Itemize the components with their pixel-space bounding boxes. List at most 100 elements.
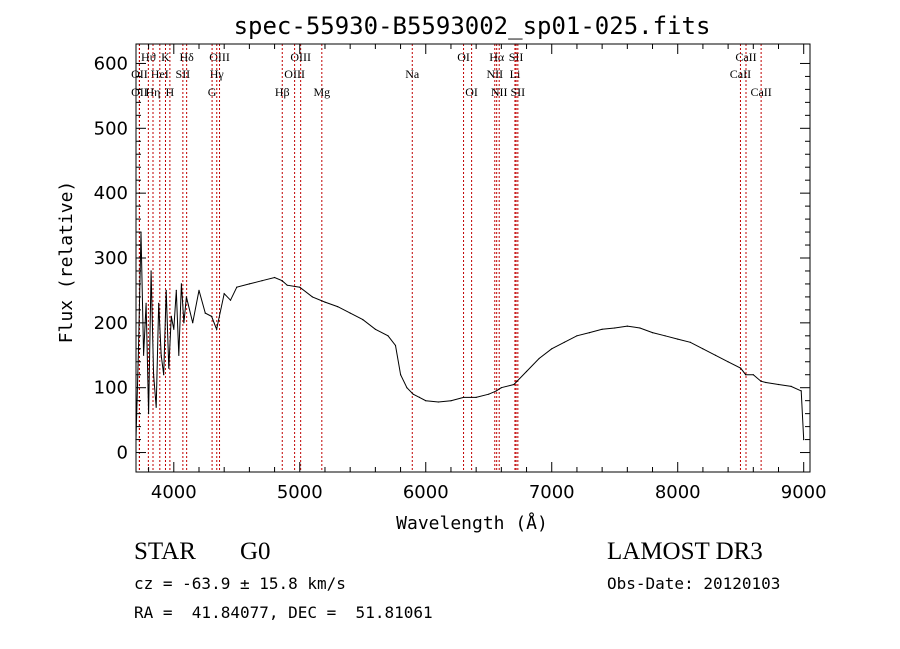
spectrum-point bbox=[551, 348, 553, 350]
spectrum-point bbox=[475, 396, 477, 398]
spectrum-point bbox=[216, 328, 218, 330]
spectral-line-label: OI bbox=[465, 85, 478, 99]
spectrum-point bbox=[702, 348, 704, 350]
spectrum-point bbox=[158, 302, 160, 304]
spectrum-point bbox=[765, 381, 767, 384]
spectral-line-label: OIII bbox=[284, 67, 305, 81]
spectrum-point bbox=[148, 413, 150, 415]
spectrum-point bbox=[248, 283, 250, 285]
spectrum-point bbox=[400, 374, 402, 376]
spectral-line-label: CaII bbox=[730, 67, 751, 81]
spectrum-point bbox=[165, 289, 167, 291]
object-subclass: G0 bbox=[240, 538, 271, 565]
spectrum-point bbox=[173, 328, 175, 330]
spectral-line-label: OIII bbox=[290, 50, 311, 64]
spectrum-point bbox=[143, 354, 145, 356]
spectral-line-label: H bbox=[166, 85, 175, 99]
y-tick-label: 300 bbox=[94, 248, 128, 269]
spectrum-point bbox=[155, 406, 157, 408]
spectrum-point bbox=[178, 354, 180, 356]
axes-layer: 4000 5000 6000 7000 8000 9000 0 100 200 300 400 500… bbox=[94, 43, 827, 503]
spectrum-point bbox=[192, 322, 194, 324]
spectral-line-label: CaII bbox=[750, 85, 771, 99]
y-tick-label: 500 bbox=[94, 118, 128, 139]
spectrum-point bbox=[185, 296, 187, 298]
spectrum-point bbox=[170, 315, 172, 317]
spectral-line-label: OII bbox=[131, 85, 148, 99]
spectral-line-label: Hα bbox=[489, 50, 505, 64]
spectrum-point bbox=[223, 293, 225, 295]
spectral-line-label: Mg bbox=[313, 85, 330, 99]
spectral-line-label: HeI bbox=[151, 67, 169, 81]
x-tick-label: 7000 bbox=[529, 482, 575, 503]
object-class: STAR bbox=[134, 538, 196, 565]
spectrum-point bbox=[651, 332, 654, 334]
spectrum-point bbox=[394, 344, 397, 347]
spectrum-point bbox=[281, 280, 283, 282]
spectrum-point bbox=[525, 370, 528, 373]
spectrum-point bbox=[689, 341, 691, 343]
spectrum-point bbox=[374, 328, 376, 330]
coordinates-line: RA = 41.84077, DEC = 51.81061 bbox=[134, 603, 433, 622]
spectrum-point bbox=[349, 312, 351, 314]
y-tick-label: 400 bbox=[94, 183, 128, 204]
spectrum-point bbox=[727, 361, 729, 363]
x-tick-label: 9000 bbox=[781, 482, 827, 503]
spectrum-point bbox=[299, 286, 301, 288]
spectrum-point bbox=[211, 315, 213, 317]
spectrum-point bbox=[412, 393, 414, 395]
spectrum-point bbox=[163, 374, 165, 376]
redshift-line: cz = -63.9 ± 15.8 km/s bbox=[134, 574, 346, 593]
spectral-line-label: Hϑ bbox=[141, 50, 156, 64]
spectral-line-label: NII bbox=[486, 67, 503, 81]
spectral-line-label: Li bbox=[510, 67, 521, 81]
spectrum-point bbox=[387, 335, 389, 337]
spectral-line-label: NII bbox=[491, 85, 508, 99]
spectral-line-label: G bbox=[208, 85, 217, 99]
spectrum-point bbox=[576, 335, 578, 337]
spectrum-point bbox=[425, 400, 427, 402]
spectrum-point bbox=[204, 312, 206, 314]
spectrum-point bbox=[790, 385, 792, 387]
spectral-line-label: Hβ bbox=[275, 85, 290, 99]
spectrum-point bbox=[362, 319, 364, 321]
spectrum-point bbox=[274, 276, 276, 279]
y-tick-label: 200 bbox=[94, 313, 128, 334]
spectrum-point bbox=[183, 322, 185, 324]
spectrum-point bbox=[168, 367, 170, 369]
spectrum-point bbox=[803, 439, 805, 441]
spectral-line-label: Hγ bbox=[210, 67, 225, 81]
spectrum-line bbox=[135, 232, 805, 440]
plot-frame bbox=[135, 43, 811, 473]
x-tick-label: 5000 bbox=[277, 482, 323, 503]
spectrum-point bbox=[488, 393, 490, 395]
spectrum-point bbox=[175, 289, 177, 291]
spectrum-point bbox=[286, 284, 288, 286]
spectral-line-label: SII bbox=[511, 85, 526, 99]
spectrum-point bbox=[752, 374, 754, 376]
spectral-line-label: Na bbox=[405, 67, 420, 81]
spectral-line-label: Hη bbox=[146, 85, 161, 99]
spectrum-point bbox=[145, 302, 147, 304]
spectrum-point bbox=[153, 374, 155, 376]
spectrum-point bbox=[463, 396, 465, 398]
x-tick-label: 6000 bbox=[403, 482, 449, 503]
spectral-line-label: CaII bbox=[735, 50, 756, 64]
spectrum-point bbox=[677, 338, 679, 340]
spectrum-point bbox=[337, 306, 339, 308]
spectrum-point bbox=[588, 332, 591, 334]
spectrum-point bbox=[513, 383, 515, 386]
spectrum-point bbox=[745, 374, 747, 376]
spectrum-point bbox=[229, 299, 232, 301]
spectrum-point bbox=[740, 367, 742, 369]
y-tick-label: 100 bbox=[94, 378, 128, 399]
spectrum-point bbox=[160, 354, 162, 356]
spectrum-point bbox=[261, 280, 263, 282]
spectrum-point bbox=[150, 270, 152, 272]
survey-name: LAMOST DR3 bbox=[607, 538, 763, 565]
spectrum-point bbox=[626, 325, 628, 327]
spectrum-point bbox=[198, 289, 200, 291]
spectrum-point bbox=[760, 380, 762, 382]
spectrum-point bbox=[777, 383, 780, 386]
